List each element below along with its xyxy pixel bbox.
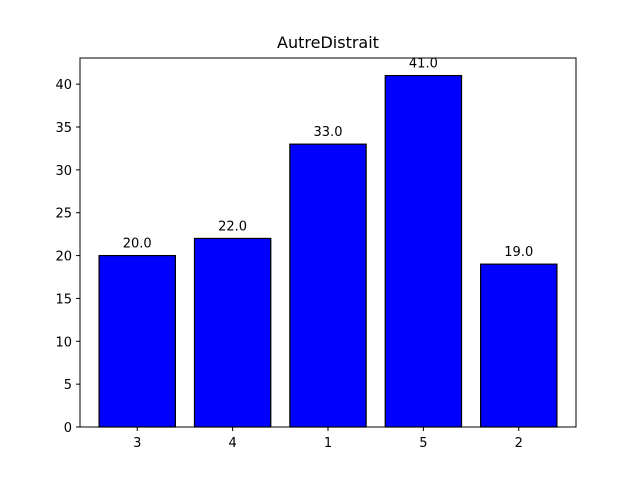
y-tick-label: 35 [55, 121, 72, 136]
y-tick-label: 20 [55, 250, 72, 265]
chart-title: AutreDistrait [277, 33, 379, 52]
y-tick-label: 0 [64, 421, 72, 436]
x-tick-label: 2 [515, 436, 523, 451]
x-tick-label: 5 [419, 436, 427, 451]
bar-2 [480, 263, 558, 428]
bar-1 [289, 143, 367, 428]
bar-5 [384, 74, 463, 428]
x-tick-label: 3 [133, 436, 141, 451]
x-tick-label: 1 [324, 436, 332, 451]
bars-layer: 20.0 22.0 33.0 41.0 19.0 [98, 57, 558, 428]
y-tick-label: 40 [55, 78, 72, 93]
y-tick-label: 15 [55, 292, 72, 307]
bar-value-label: 20.0 [123, 237, 152, 252]
bar-value-label: 22.0 [218, 219, 247, 234]
bar-3 [98, 254, 176, 428]
bar-value-label: 33.0 [314, 125, 343, 140]
y-tick-label: 10 [55, 335, 72, 350]
y-tick-label: 30 [55, 164, 72, 179]
bar-value-label: 19.0 [504, 245, 533, 260]
y-tick-label: 25 [55, 207, 72, 222]
bar-4 [193, 237, 272, 428]
bar-value-label: 41.0 [409, 57, 438, 72]
x-tick-label: 4 [228, 436, 236, 451]
y-tick-label: 5 [64, 378, 72, 393]
